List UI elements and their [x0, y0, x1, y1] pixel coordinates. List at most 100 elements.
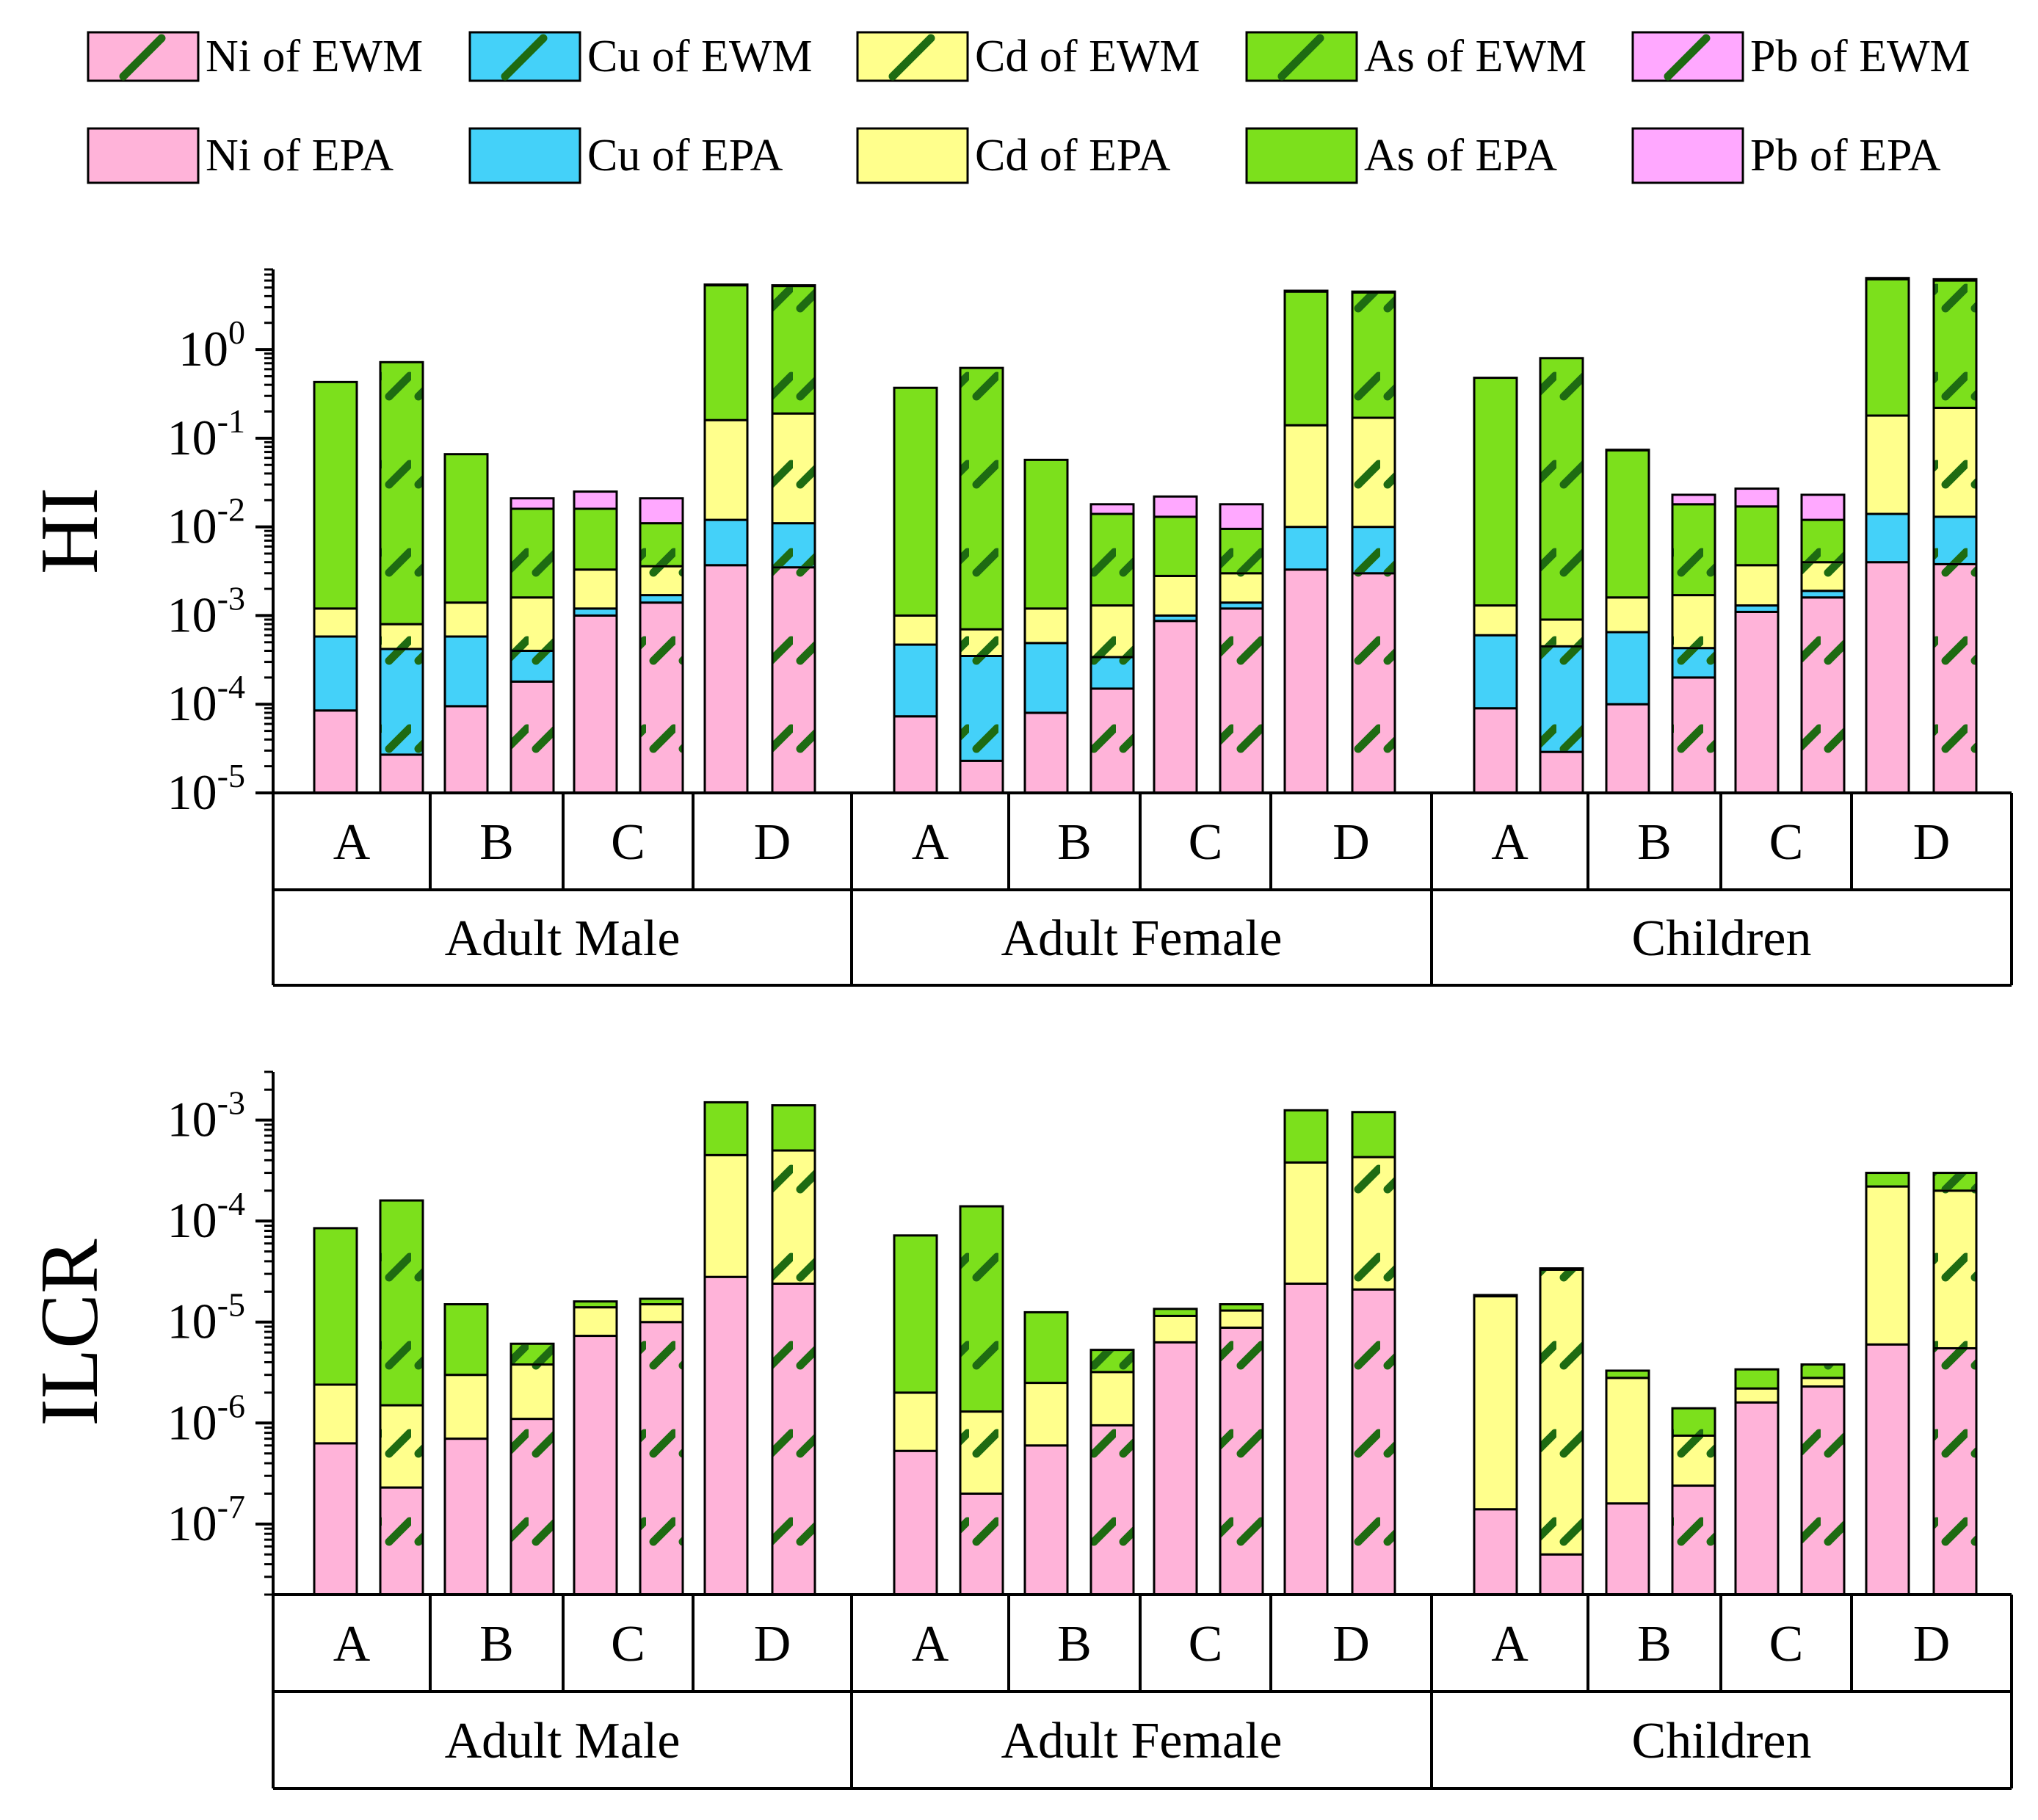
y-tick-exponent: -2 [217, 491, 245, 529]
site-label: D [1332, 1616, 1370, 1672]
bar-segment-ni-hatch [1673, 678, 1714, 792]
site-label: C [1769, 814, 1804, 871]
bar-segment-ni [1283, 1282, 1329, 1596]
bar-adult-female-b-epa [1023, 458, 1069, 794]
group-label: Adult Female [1001, 1713, 1283, 1769]
bar-children-d-epa [1865, 1172, 1910, 1596]
legend-label: Ni of EPA [206, 131, 394, 181]
bar-segment-ni-hatch [1541, 1555, 1582, 1594]
bar-segment-cd [573, 1306, 618, 1338]
y-tick-exponent: -3 [217, 1084, 245, 1122]
bar-adult-male-c-epa [573, 490, 618, 794]
group-label: Adult Female [1001, 910, 1283, 967]
bar-segment-as-hatch [1092, 515, 1133, 605]
bar-segment-cd-hatch [1221, 574, 1262, 602]
bar-segment-cd [1153, 1314, 1198, 1344]
legend-item-pb-of-epa: Pb of EPA [1631, 127, 1941, 184]
bar-segment-ni-hatch [512, 682, 553, 792]
bar-segment-cu [1605, 631, 1650, 706]
bar-segment-pb-hatch [641, 499, 682, 523]
legend-item-ni-of-epa: Ni of EPA [87, 127, 394, 184]
site-label: A [333, 814, 371, 871]
bar-children-d-epa [1865, 277, 1910, 794]
bar-segment-cd-hatch [961, 1413, 1002, 1493]
y-tick-base: 10 [167, 1192, 217, 1248]
y-tick-base: 10 [167, 498, 217, 554]
bar-segment-as [1153, 515, 1198, 577]
bar-segment-as [1865, 1172, 1910, 1188]
bar-adult-female-a-ewm [959, 366, 1004, 794]
bar-segment-ni [1865, 1343, 1910, 1596]
bar-segment-pb [1932, 278, 1978, 282]
bar-segment-as [573, 1300, 618, 1309]
y-tick-label: 10-4 [167, 1185, 245, 1248]
bar-segment-cu [313, 635, 358, 712]
bar-segment-cu [443, 635, 489, 708]
bar-segment-ni-hatch [641, 1323, 682, 1594]
bar-segment-cd-hatch [512, 1366, 553, 1418]
bar-segment-cd-hatch [961, 630, 1002, 656]
y-tick-exponent: -1 [217, 402, 245, 440]
bar-segment-as-hatch [1934, 281, 1976, 407]
bar-segment-ni [893, 715, 938, 794]
bar-segment-ni [1605, 1502, 1650, 1596]
bar-segment-ni-hatch [773, 1284, 814, 1594]
bar-segment-cd [1605, 1377, 1650, 1505]
site-label: B [1057, 814, 1092, 871]
bar-segment-ni-hatch [1934, 565, 1976, 792]
site-label: B [1637, 1616, 1672, 1672]
bar-children-d-ewm [1932, 278, 1978, 794]
bar-segment-ni-hatch [1221, 1328, 1262, 1594]
legend-hatch-mark [119, 34, 166, 81]
y-tick-base: 10 [178, 321, 228, 377]
legend-swatch [1631, 127, 1744, 184]
bar-segment-pb-hatch [1802, 496, 1843, 519]
bar-segment-as-hatch [641, 1299, 682, 1304]
bar-segment-cu [1283, 526, 1329, 571]
bar-segment-as [1734, 505, 1780, 567]
bar-segment-as [893, 386, 938, 617]
bar-segment-as-hatch [381, 1201, 422, 1404]
bar-segment-as-hatch [1221, 1305, 1262, 1310]
bar-segment-cd-hatch [1092, 1373, 1133, 1424]
site-label: C [1189, 814, 1223, 871]
site-label: D [1913, 814, 1951, 871]
legend-item-cd-of-epa: Cd of EPA [856, 127, 1171, 184]
legend-label: As of EPA [1364, 131, 1557, 181]
bar-segment-ni [1153, 620, 1198, 794]
bar-children-a-epa [1473, 1294, 1518, 1596]
bar-children-d-ewm [1932, 1172, 1978, 1596]
bar-segment-as [313, 1227, 358, 1386]
y-axis-label: HI [24, 487, 115, 574]
bar-segment-pb [703, 283, 749, 287]
bar-segment-ni [573, 614, 618, 794]
bar-segment-cu-hatch [1541, 647, 1582, 751]
bar-adult-female-c-ewm [1219, 503, 1264, 794]
site-label: D [754, 814, 791, 871]
bar-segment-as-hatch [773, 287, 814, 413]
bar-segment-cd [1473, 1295, 1518, 1511]
legend: Ni of EWM Cu of EWM Cd of EWM As of EWM Pb o… [87, 31, 1970, 184]
y-tick-label: 10-4 [167, 668, 245, 731]
legend-label: Ni of EWM [206, 32, 423, 81]
bar-segment-cu [703, 518, 749, 567]
bar-segment-cd [1023, 607, 1069, 645]
bar-segment-ni-hatch [641, 603, 682, 792]
legend-swatch [87, 127, 200, 184]
bar-segment-as [1605, 449, 1650, 599]
bar-children-a-ewm [1539, 357, 1584, 794]
bar-segment-as-hatch [961, 1207, 1002, 1411]
bar-children-b-epa [1605, 449, 1650, 794]
bar-segment-cd [1473, 604, 1518, 637]
bar-segment-cd-hatch [773, 414, 814, 523]
bar-segment-ni [443, 1437, 489, 1596]
bar-segment-cu-hatch [381, 650, 422, 754]
bar-segment-cd [1734, 564, 1780, 607]
bar-segment-cu-hatch [961, 657, 1002, 760]
legend-hatch-mark [1664, 34, 1711, 81]
bar-segment-ni-hatch [1353, 574, 1394, 792]
legend-item-as-of-ewm: As of EWM [1245, 31, 1586, 82]
bar-segment-as [893, 1234, 938, 1394]
